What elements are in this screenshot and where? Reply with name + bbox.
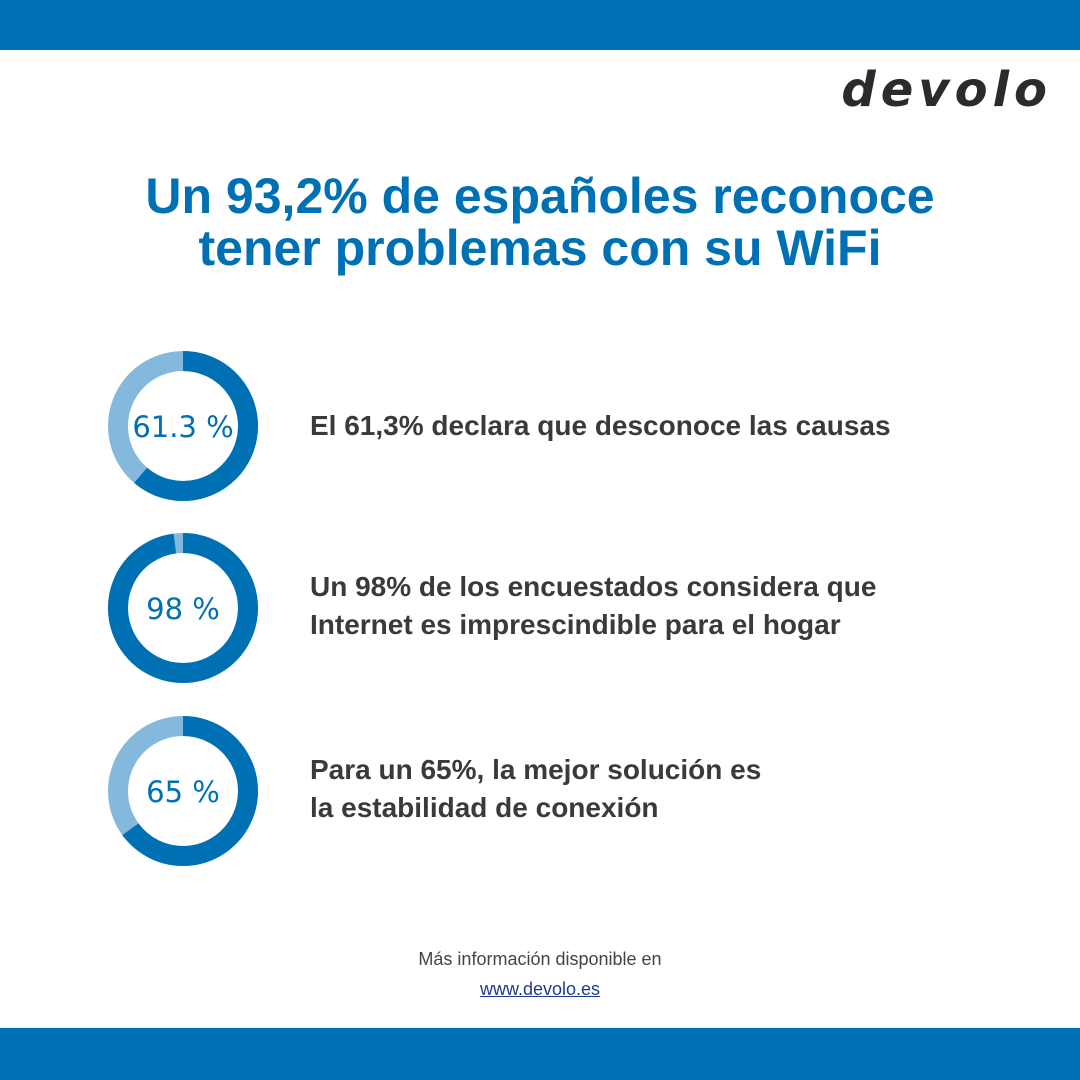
- stat-description-2-line-2: Internet es imprescindible para el hogar: [310, 609, 841, 640]
- donut-label-3: 65 %: [146, 775, 220, 809]
- stat-description-2-line-1: Un 98% de los encuestados considera que: [310, 571, 877, 602]
- donut-value-arc-2: [107, 533, 258, 683]
- stat-row-3: 65 % Para un 65%, la mejor solución es l…: [0, 711, 1080, 871]
- stat-description-1: El 61,3% declara que desconoce las causa…: [310, 407, 1010, 445]
- stat-description-3: Para un 65%, la mejor solución es la est…: [310, 751, 1010, 827]
- stat-description-2: Un 98% de los encuestados considera que …: [310, 568, 1010, 644]
- devolo-logo: devolo: [841, 62, 1052, 116]
- donut-value-arc-3: [122, 716, 258, 866]
- donut-chart-2: 98 %: [107, 533, 258, 683]
- stat-row-2: 98 % Un 98% de los encuestados considera…: [0, 528, 1080, 688]
- top-band: [0, 0, 1080, 50]
- donut-label-2: 98 %: [146, 592, 220, 626]
- stat-row-1: 61.3 % El 61,3% declara que desconoce la…: [0, 346, 1080, 506]
- footer-link[interactable]: www.devolo.es: [479, 979, 601, 999]
- headline-line-2: tener problemas con su WiFi: [198, 220, 882, 276]
- headline-line-1: Un 93,2% de españoles reconoce: [145, 168, 935, 224]
- logo-text: devolo: [841, 62, 1052, 116]
- stat-description-3-line-2: la estabilidad de conexión: [310, 792, 659, 823]
- footer: Más información disponible en www.devolo…: [0, 944, 1080, 1004]
- bottom-band: [0, 1028, 1080, 1080]
- headline: Un 93,2% de españoles reconoce tener pro…: [40, 170, 1040, 274]
- donut-value-arc-1: [134, 351, 258, 501]
- donut-chart-3: 65 %: [108, 716, 258, 866]
- stat-description-1-line-1: El 61,3% declara que desconoce las causa…: [310, 410, 891, 441]
- footer-info: Más información disponible en: [418, 949, 662, 969]
- stat-description-3-line-1: Para un 65%, la mejor solución es: [310, 754, 762, 785]
- donut-label-1: 61.3 %: [132, 410, 233, 444]
- donut-chart-1: 61.3 %: [108, 351, 258, 501]
